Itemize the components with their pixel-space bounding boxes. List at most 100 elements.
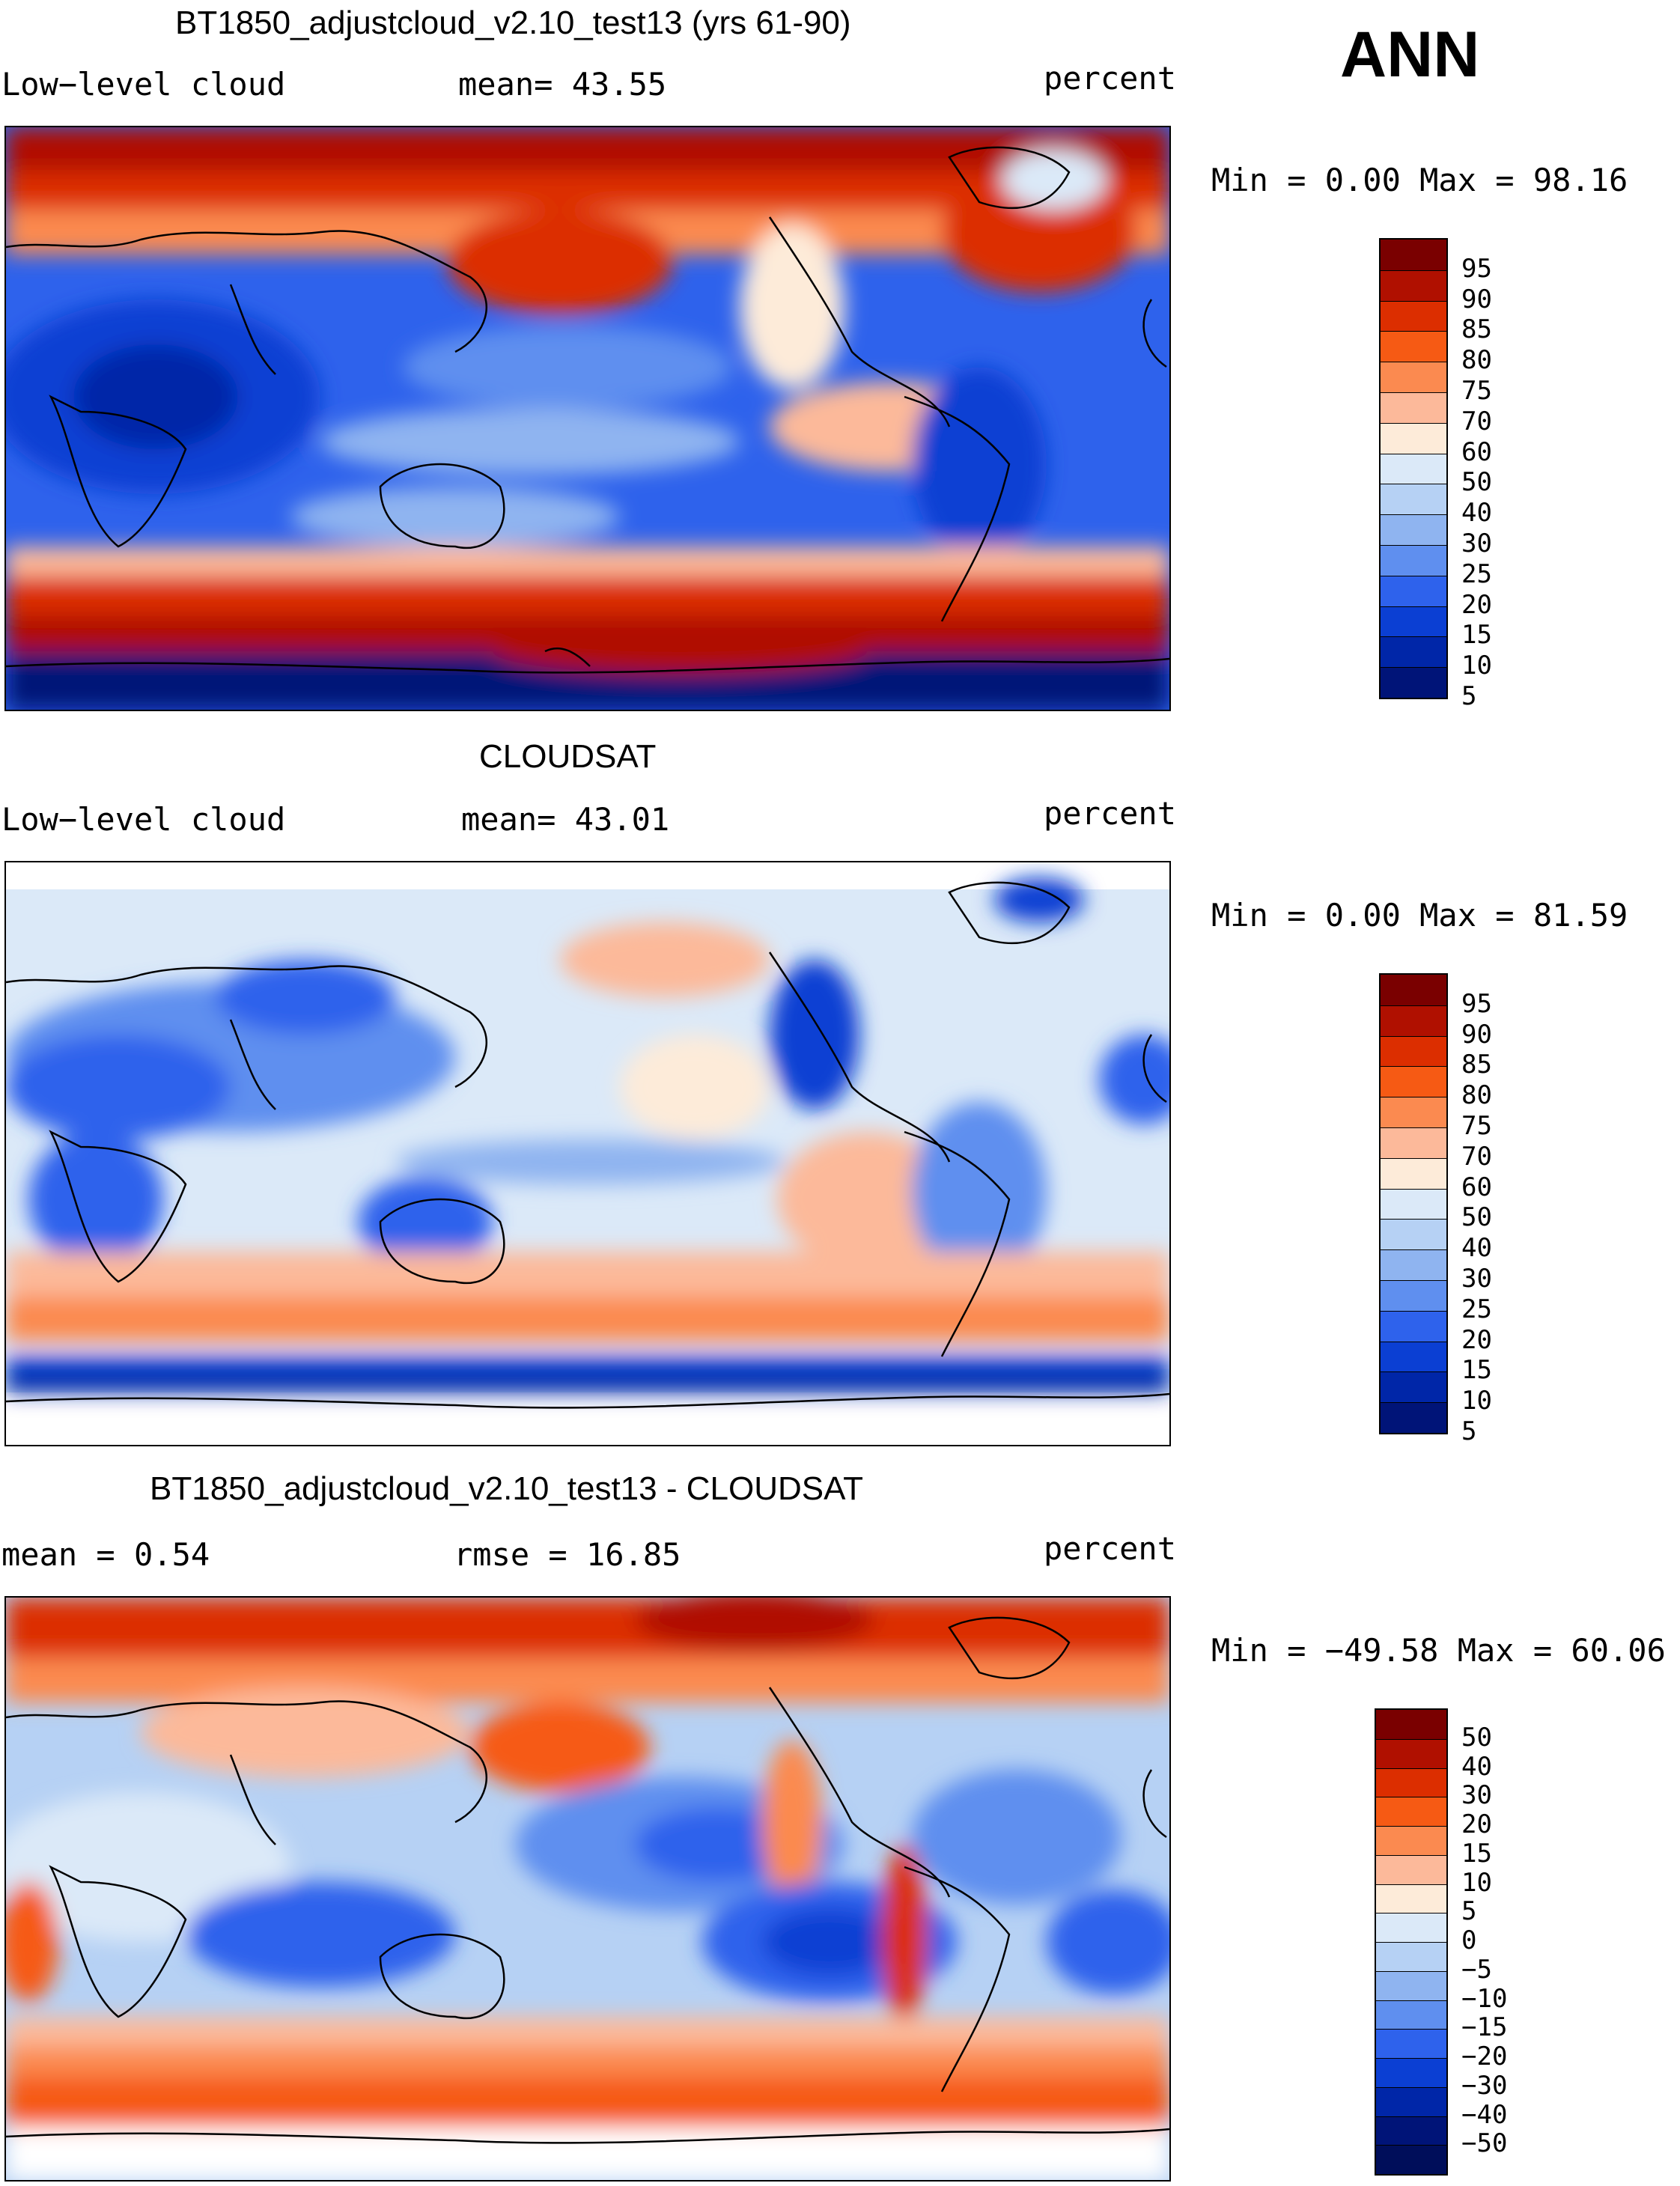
colorbar-tick-label: 60: [1461, 1172, 1492, 1202]
colorbar-swatch: [1381, 1219, 1446, 1250]
colorbar-tick-label: −20: [1461, 2042, 1508, 2071]
map-field: [6, 1598, 1169, 2180]
colorbar-swatch: [1381, 575, 1446, 606]
map-obs: [4, 861, 1171, 1446]
colorbar-swatch: [1381, 422, 1446, 454]
mean-value: mean= 43.55: [458, 66, 667, 103]
colorbar-swatch: [1376, 1854, 1446, 1884]
colorbar-tick-label: 30: [1461, 529, 1492, 558]
colorbar-tick-label: 5: [1461, 681, 1477, 711]
colorbar: [1379, 238, 1448, 699]
colorbar-tick-label: 60: [1461, 436, 1492, 467]
colorbar-tick-label: 5: [1461, 1416, 1477, 1446]
map-model: [4, 126, 1171, 711]
colorbar-tick-label: 25: [1461, 1294, 1492, 1324]
colorbar-tick-label: 20: [1461, 1324, 1492, 1355]
colorbar-swatch: [1376, 1884, 1446, 1913]
colorbar: [1375, 1708, 1448, 2176]
colorbar-tick-label: −15: [1461, 2012, 1508, 2043]
colorbar-tick-label: 50: [1461, 467, 1492, 498]
colorbar-tick-label: 15: [1461, 1355, 1492, 1386]
colorbar-tick-label: −30: [1461, 2070, 1508, 2101]
colorbar-tick-label: 10: [1461, 1867, 1492, 1898]
colorbar-tick-label: 30: [1461, 1780, 1492, 1811]
colorbar-tick-label: 20: [1461, 589, 1492, 620]
colorbar-swatch: [1381, 270, 1446, 301]
colorbar-tick-label: 75: [1461, 1111, 1492, 1141]
colorbar-swatch: [1376, 1738, 1446, 1768]
colorbar-swatch: [1381, 362, 1446, 392]
rmse-value: rmse = 16.85: [454, 1536, 681, 1573]
colorbar-swatch: [1381, 1035, 1446, 1067]
panel-title: BT1850_adjustcloud_v2.10_test13 (yrs 61-…: [175, 4, 851, 41]
colorbar-tick-label: 50: [1461, 1722, 1492, 1753]
variable-label: Low−level cloud: [1, 66, 286, 103]
colorbar-tick-label: 85: [1461, 1050, 1492, 1080]
colorbar-swatch: [1376, 1970, 1446, 2000]
colorbar-swatch: [1381, 1341, 1446, 1372]
colorbar-tick-label: 15: [1461, 620, 1492, 651]
colorbar-tick-label: 40: [1461, 1233, 1492, 1264]
colorbar-swatch: [1381, 545, 1446, 576]
min-max-label: Min = −49.58 Max = 60.06: [1211, 1632, 1666, 1669]
panel-title: CLOUDSAT: [479, 738, 657, 775]
colorbar-swatch: [1381, 636, 1446, 668]
colorbar-tick-label: 25: [1461, 558, 1492, 589]
colorbar-swatch: [1381, 1066, 1446, 1097]
colorbar-swatch: [1381, 514, 1446, 545]
min-max-label: Min = 0.00 Max = 81.59: [1211, 897, 1628, 934]
colorbar-swatch: [1381, 331, 1446, 362]
colorbar-tick-label: 85: [1461, 314, 1492, 345]
colorbar-tick-label: −5: [1461, 1954, 1492, 1985]
mean-value: mean= 43.01: [461, 801, 670, 838]
colorbar-swatch: [1376, 2116, 1446, 2146]
colorbar-swatch: [1381, 392, 1446, 423]
colorbar-tick-label: 70: [1461, 406, 1492, 436]
colorbar-tick-label: 10: [1461, 651, 1492, 681]
colorbar-swatch: [1381, 606, 1446, 637]
colorbar-swatch: [1381, 975, 1446, 1005]
colorbar-swatch: [1381, 1280, 1446, 1311]
colorbar-swatch: [1381, 1402, 1446, 1433]
colorbar-tick-label: −10: [1461, 1983, 1508, 2014]
colorbar-swatch: [1381, 453, 1446, 484]
colorbar: [1379, 973, 1448, 1434]
colorbar-swatch: [1376, 1826, 1446, 1855]
colorbar-tick-label: 70: [1461, 1141, 1492, 1172]
colorbar-tick-label: 90: [1461, 1019, 1492, 1050]
colorbar-tick-label: 15: [1461, 1838, 1492, 1869]
map-field: [6, 127, 1169, 710]
colorbar-swatch: [1381, 1188, 1446, 1220]
colorbar-swatch: [1376, 2145, 1446, 2174]
colorbar-swatch: [1376, 1768, 1446, 1797]
variable-label: Low−level cloud: [1, 801, 286, 838]
map-diff: [4, 1596, 1171, 2182]
colorbar-swatch: [1381, 667, 1446, 698]
panel-title: BT1850_adjustcloud_v2.10_test13 - CLOUDS…: [150, 1470, 864, 1507]
colorbar-tick-label: −40: [1461, 2099, 1508, 2130]
colorbar-swatch: [1381, 240, 1446, 270]
colorbar-swatch: [1376, 1797, 1446, 1826]
units-label: percent: [1044, 1530, 1177, 1567]
colorbar-tick-label: 50: [1461, 1202, 1492, 1233]
colorbar-swatch: [1381, 1310, 1446, 1342]
colorbar-tick-label: 95: [1461, 988, 1492, 1019]
season-label: ANN: [1340, 19, 1480, 91]
colorbar-swatch: [1376, 2086, 1446, 2116]
colorbar-tick-label: 0: [1461, 1925, 1477, 1955]
colorbar-tick-label: 20: [1461, 1809, 1492, 1839]
colorbar-swatch: [1381, 484, 1446, 515]
colorbar-swatch: [1381, 1097, 1446, 1127]
units-label: percent: [1044, 60, 1177, 97]
colorbar-tick-label: 40: [1461, 498, 1492, 529]
colorbar-tick-label: 95: [1461, 253, 1492, 284]
colorbar-swatch: [1381, 1371, 1446, 1403]
colorbar-swatch: [1381, 300, 1446, 332]
colorbar-tick-label: 80: [1461, 345, 1492, 376]
min-max-label: Min = 0.00 Max = 98.16: [1211, 162, 1628, 198]
colorbar-tick-label: 5: [1461, 1896, 1477, 1927]
colorbar-swatch: [1381, 1127, 1446, 1158]
colorbar-swatch: [1376, 1710, 1446, 1739]
colorbar-tick-label: 30: [1461, 1264, 1492, 1294]
colorbar-swatch: [1376, 1942, 1446, 1971]
